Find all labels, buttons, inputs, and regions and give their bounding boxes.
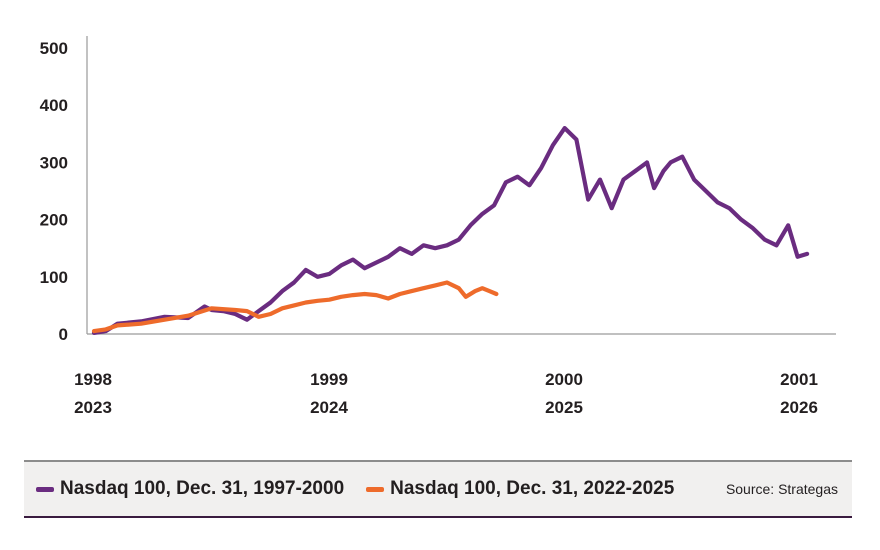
legend-label: Nasdaq 100, Dec. 31, 2022-2025 bbox=[390, 478, 675, 499]
x-tick-label: 2001 bbox=[780, 370, 818, 389]
x-tick-label: 2024 bbox=[310, 398, 348, 417]
x-tick-label: 1999 bbox=[310, 370, 348, 389]
x-tick-label: 2025 bbox=[545, 398, 583, 417]
legend-item-2022-2025: Nasdaq 100, Dec. 31, 2022-2025 bbox=[366, 478, 674, 500]
x-tick-label: 2026 bbox=[780, 398, 818, 417]
x-tick-label: 1998 bbox=[74, 370, 112, 389]
y-tick-label: 100 bbox=[40, 268, 68, 287]
x-tick-label: 2023 bbox=[74, 398, 112, 417]
y-tick-label: 0 bbox=[59, 325, 68, 344]
legend-swatch-orange bbox=[366, 486, 385, 492]
y-axis: 0 100 200 300 400 500 bbox=[40, 36, 88, 344]
y-tick-label: 500 bbox=[40, 39, 68, 58]
series-layer bbox=[91, 126, 810, 335]
legend-swatch-purple bbox=[36, 486, 54, 492]
source-note: Source: Strategas bbox=[725, 481, 838, 497]
y-tick-label: 400 bbox=[40, 96, 68, 115]
series-line-1997-2000 bbox=[91, 126, 810, 335]
legend: Nasdaq 100, Dec. 31, 1997-2000 Nasdaq 10… bbox=[24, 460, 852, 518]
x-tick-label: 2000 bbox=[545, 370, 583, 389]
legend-item-1997-2000: Nasdaq 100, Dec. 31, 1997-2000 bbox=[36, 478, 344, 500]
x-axis: 1998 2023 1999 2024 2000 2025 2001 2026 bbox=[74, 333, 836, 417]
nasdaq-comparison-chart: 0 100 200 300 400 500 1998 2023 1999 2024 2000 202… bbox=[40, 36, 836, 417]
legend-label: Nasdaq 100, Dec. 31, 1997-2000 bbox=[60, 478, 345, 499]
y-tick-label: 200 bbox=[40, 211, 68, 230]
y-tick-label: 300 bbox=[40, 153, 68, 172]
series-line-2022-2025 bbox=[91, 280, 499, 334]
